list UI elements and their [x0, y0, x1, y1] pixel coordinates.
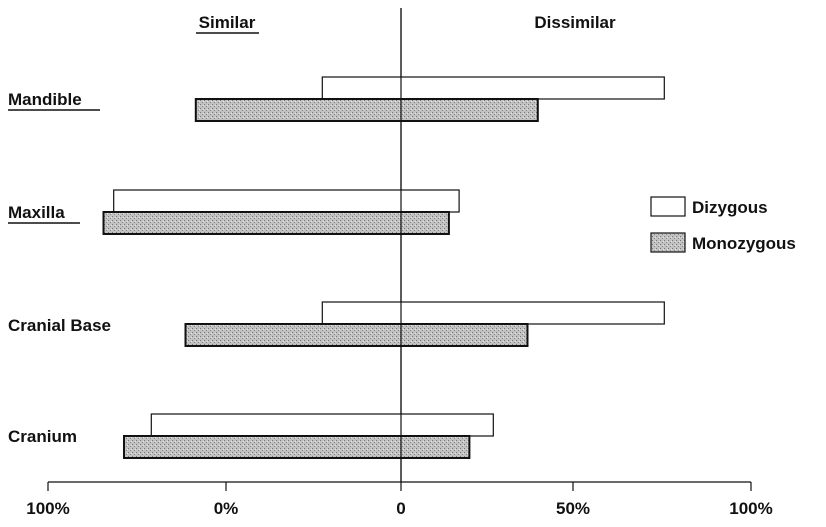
bar-monozygous-cranial-base — [184, 323, 529, 347]
bar-monozygous-cranium — [123, 435, 471, 459]
bar-monozygous-maxilla — [102, 211, 450, 235]
legend-swatch-dizygous — [650, 196, 686, 217]
dissimilar-header: Dissimilar — [534, 13, 616, 32]
legend: Dizygous Monozygous — [650, 196, 796, 253]
x-tick-label: 100% — [729, 499, 772, 518]
legend-label-monozygous: Monozygous — [692, 234, 796, 253]
x-tick-label: 100% — [26, 499, 69, 518]
category-labels: Mandible Maxilla Cranial Base Cranium — [8, 90, 111, 446]
bar-dizygous-cranial-base — [321, 301, 665, 325]
bar-dizygous-cranium — [150, 413, 494, 437]
category-label-cranial-base: Cranial Base — [8, 316, 111, 335]
x-tick-label: 50% — [556, 499, 590, 518]
x-tick-label: 0% — [214, 499, 239, 518]
similar-header: Similar — [196, 13, 259, 34]
x-tick-label: 0 — [396, 499, 405, 518]
similar-header-text: Similar — [199, 13, 256, 32]
legend-swatch-monozygous — [650, 232, 686, 253]
bar-dizygous-mandible — [321, 76, 665, 100]
x-axis-ticks: 100% 0% 0 50% 100% — [26, 482, 773, 518]
legend-label-dizygous: Dizygous — [692, 198, 768, 217]
bar-dizygous-maxilla — [113, 189, 460, 213]
category-label-mandible: Mandible — [8, 90, 82, 109]
bars — [102, 8, 665, 482]
bar-monozygous-mandible — [194, 98, 539, 122]
category-label-maxilla: Maxilla — [8, 203, 65, 222]
category-label-cranium: Cranium — [8, 427, 77, 446]
